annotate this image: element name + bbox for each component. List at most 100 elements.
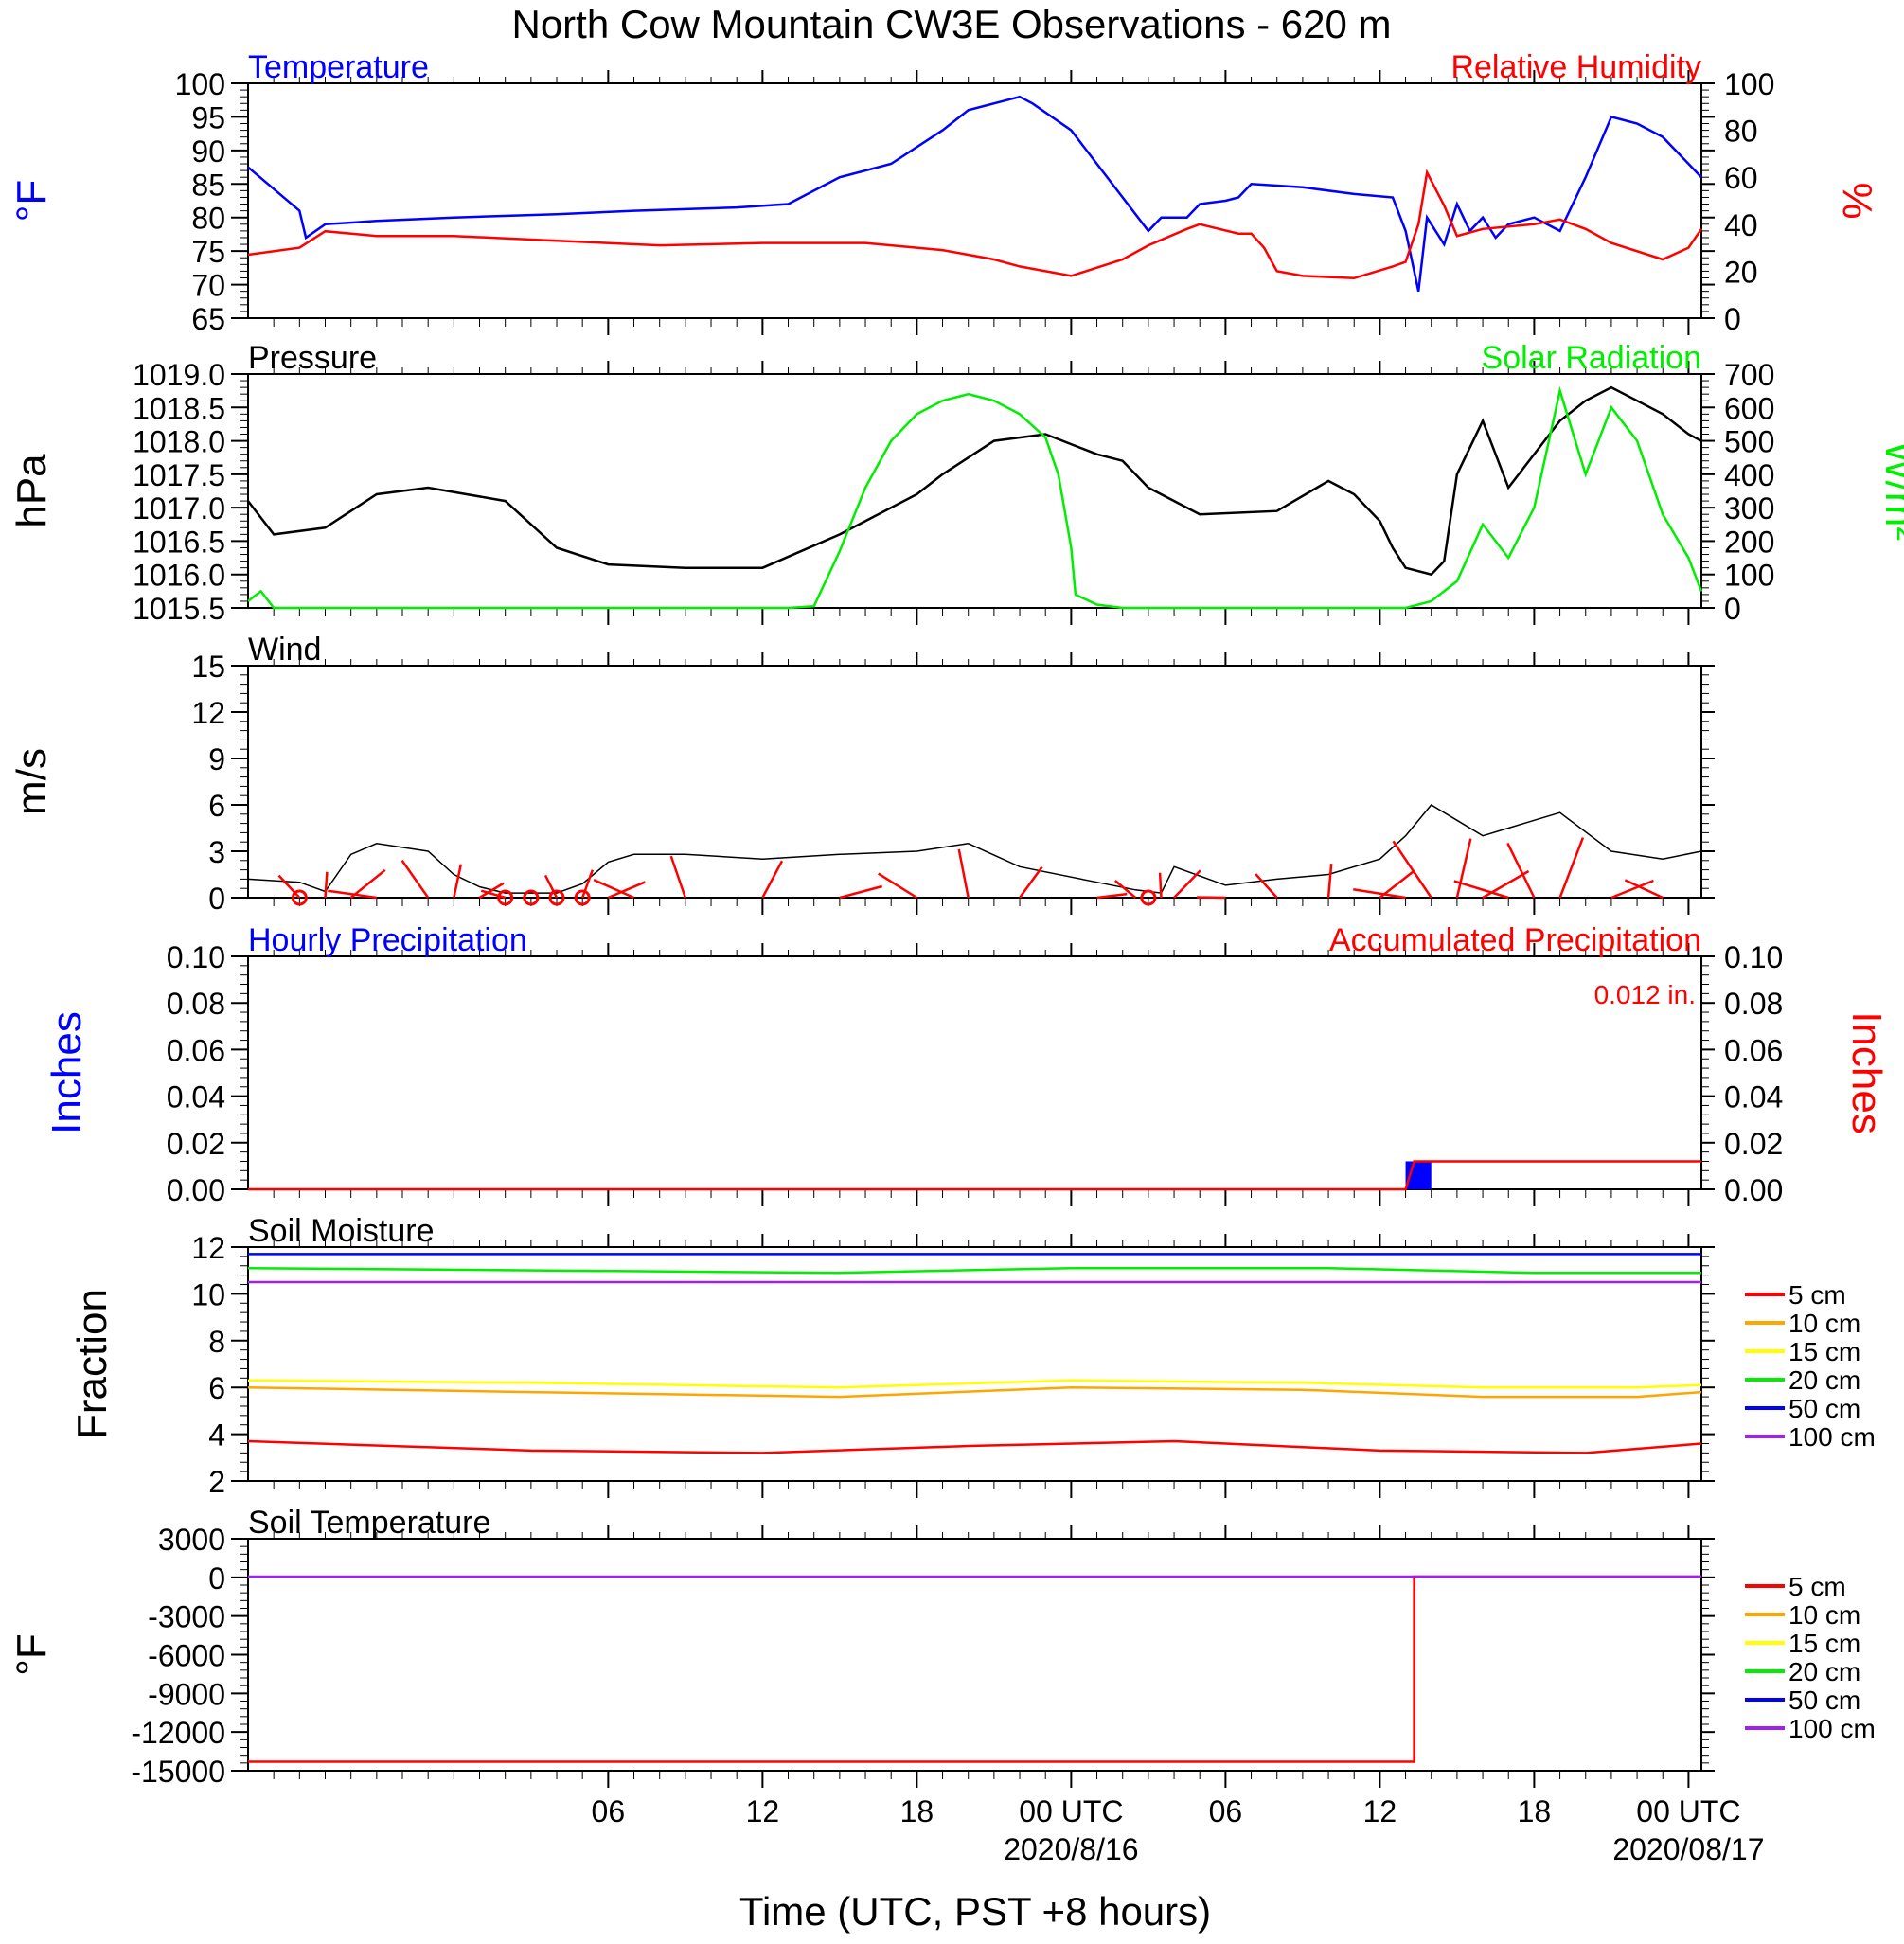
series-line-wind — [247, 804, 1702, 894]
panel-title-left: Pressure — [248, 340, 377, 376]
y-tick-label: -12000 — [131, 1716, 225, 1750]
y-tick-label: 0.08 — [167, 987, 225, 1021]
panel-title-left: Hourly Precipitation — [248, 922, 527, 958]
wind-barb — [669, 855, 687, 899]
panels: 10095908580757065100806040200Temperature… — [9, 49, 1904, 1866]
wind-barb — [957, 848, 970, 899]
legend-label: 20 cm — [1788, 1657, 1860, 1686]
y-axis-label-left: m/s — [9, 748, 55, 815]
y-tick-label: -6000 — [148, 1639, 225, 1673]
y-tick-label: 10 — [191, 1277, 225, 1311]
legend-label: 15 cm — [1788, 1629, 1860, 1658]
wind-barb — [1158, 872, 1163, 899]
x-tick-label: 12 — [746, 1794, 780, 1828]
wind-barb — [277, 874, 301, 899]
y-axis-label-right: W/m² — [1877, 441, 1904, 541]
y-tick-label: 0.04 — [167, 1080, 225, 1115]
wind-barb — [1392, 840, 1432, 899]
y-tick-label: 1017.0 — [133, 491, 225, 526]
calm-wind-marker — [1140, 889, 1157, 906]
panel-1: 1019.01018.51018.01017.51017.01016.51016… — [9, 340, 1904, 626]
y-tick-label: 12 — [191, 696, 225, 730]
wind-barb — [1114, 880, 1137, 899]
y-right-tick-label: 60 — [1724, 161, 1758, 195]
y-tick-label: 0 — [208, 1561, 225, 1596]
y-right-tick-label: 400 — [1724, 458, 1774, 492]
y-right-tick-label: 20 — [1724, 255, 1758, 289]
y-tick-label: 6 — [208, 1371, 225, 1405]
wind-barb — [400, 859, 430, 899]
wind-barb — [478, 882, 505, 900]
x-tick-label: 06 — [592, 1794, 626, 1828]
y-tick-label: 8 — [208, 1325, 225, 1359]
y-tick-label: -3000 — [148, 1600, 225, 1634]
wind-barb — [1482, 869, 1530, 900]
panel-title-left: Soil Temperature — [248, 1505, 490, 1541]
wind-barb — [1096, 892, 1128, 900]
series-line-pressure — [247, 385, 1702, 577]
series-line-solar-radiation — [247, 385, 1703, 610]
panel-title-left: Soil Moisture — [248, 1213, 435, 1249]
y-tick-label: 80 — [191, 202, 225, 236]
y-right-tick-label: 0.08 — [1724, 987, 1783, 1021]
panel-title-left: Temperature — [248, 49, 429, 85]
x-tick-label: 18 — [1518, 1794, 1552, 1828]
y-right-tick-label: 0 — [1724, 302, 1741, 336]
y-tick-label: 0.02 — [167, 1127, 225, 1161]
wind-barb — [1255, 873, 1278, 899]
y-tick-label: 1019.0 — [133, 358, 225, 392]
wind-barb — [1353, 888, 1406, 900]
y-right-tick-label: 300 — [1724, 491, 1774, 526]
legend-label: 100 cm — [1788, 1714, 1876, 1743]
wind-barb — [543, 874, 559, 899]
legend-label: 5 cm — [1788, 1572, 1846, 1601]
panel-5: 3000 0 -3000 -6000 -9000 -12000 -15000 Soil Tem… — [9, 1505, 1876, 1789]
panel-frame — [247, 82, 1702, 319]
panel-3: 0.10 0.08 0.06 0.04 0.02 0.00 0.10 0.08 0.06 0.04… — [44, 922, 1890, 1207]
wind-barb — [1506, 842, 1536, 899]
y-right-tick-label: 200 — [1724, 525, 1774, 559]
y-right-tick-label: 0.06 — [1724, 1033, 1783, 1067]
y-right-tick-label: 100 — [1724, 559, 1774, 593]
series-line-5-cm — [247, 1439, 1702, 1454]
legend-label: 20 cm — [1788, 1365, 1860, 1395]
wind-barb — [328, 889, 378, 900]
wind-barb — [1455, 838, 1472, 899]
panel-title-right: Accumulated Precipitation — [1329, 922, 1701, 958]
y-tick-label: -15000 — [131, 1755, 225, 1789]
y-tick-label: 3000 — [158, 1523, 225, 1557]
y-tick-label: 0 — [208, 882, 225, 916]
chart-title: North Cow Mountain CW3E Observations - 6… — [511, 2, 1391, 46]
y-tick-label: 100 — [175, 67, 225, 101]
y-tick-label: 0.06 — [167, 1033, 225, 1067]
series-line-temperature — [247, 95, 1702, 292]
y-tick-label: 2 — [208, 1465, 225, 1499]
y-tick-label: 70 — [191, 269, 225, 303]
series-line-10-cm — [247, 1385, 1702, 1399]
series-line-relative-humidity — [247, 169, 1703, 280]
panel-2: 15 12 9 6 3 0 Wind m/s — [9, 632, 1715, 916]
y-axis-label-left: °F — [9, 180, 55, 222]
wind-barb — [480, 889, 507, 900]
y-right-tick-label: 700 — [1724, 358, 1774, 392]
x-tick-label: 00 UTC — [1019, 1794, 1123, 1828]
y-tick-label: 1018.5 — [133, 391, 225, 425]
y-tick-label: -9000 — [148, 1677, 225, 1711]
y-tick-label: 1018.0 — [133, 425, 225, 459]
panel-title-left: Wind — [248, 632, 321, 668]
y-axis-label-left: hPa — [9, 454, 55, 528]
wind-barb — [1624, 879, 1664, 900]
wind-barb — [1173, 869, 1201, 899]
wind-barb — [607, 881, 646, 900]
y-right-tick-label: 80 — [1724, 115, 1758, 149]
panel-0: 10095908580757065100806040200Temperature… — [9, 49, 1880, 336]
calm-wind-marker — [497, 889, 514, 906]
calm-wind-marker — [523, 889, 540, 906]
y-right-tick-label: 0.10 — [1724, 940, 1783, 974]
x-date-label: 2020/8/16 — [1004, 1832, 1138, 1866]
panel-frame — [247, 1538, 1702, 1772]
y-right-tick-label: 0 — [1724, 592, 1741, 626]
calm-wind-marker — [291, 889, 308, 906]
wind-barb — [1453, 880, 1509, 900]
